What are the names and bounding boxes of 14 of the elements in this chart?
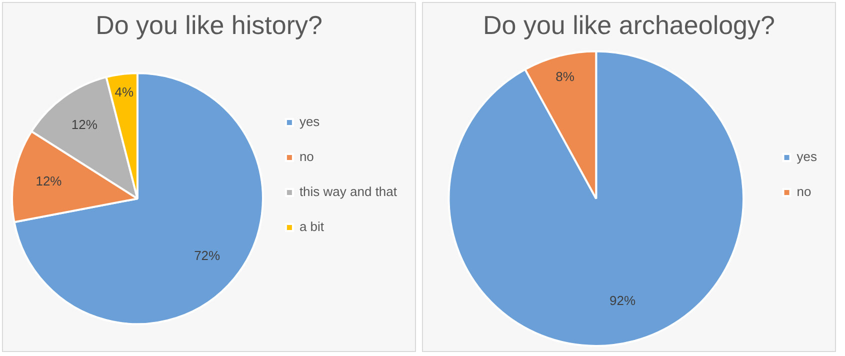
legend-label: yes bbox=[299, 114, 320, 130]
chart-title: Do you like archaeology? bbox=[483, 10, 775, 40]
data-label: 72% bbox=[194, 248, 221, 263]
legend-label: this way and that bbox=[299, 184, 398, 200]
legend-label: a bit bbox=[299, 219, 324, 234]
data-label: 8% bbox=[556, 68, 575, 84]
legend-label: yes bbox=[796, 149, 818, 164]
data-label: 4% bbox=[114, 84, 134, 100]
legend-label: no bbox=[299, 149, 314, 164]
data-label: 12% bbox=[71, 117, 98, 132]
legend-label: no bbox=[796, 184, 812, 200]
data-label: 12% bbox=[36, 173, 62, 188]
data-label: 92% bbox=[610, 292, 636, 308]
chart-title: Do you like history? bbox=[96, 10, 322, 40]
